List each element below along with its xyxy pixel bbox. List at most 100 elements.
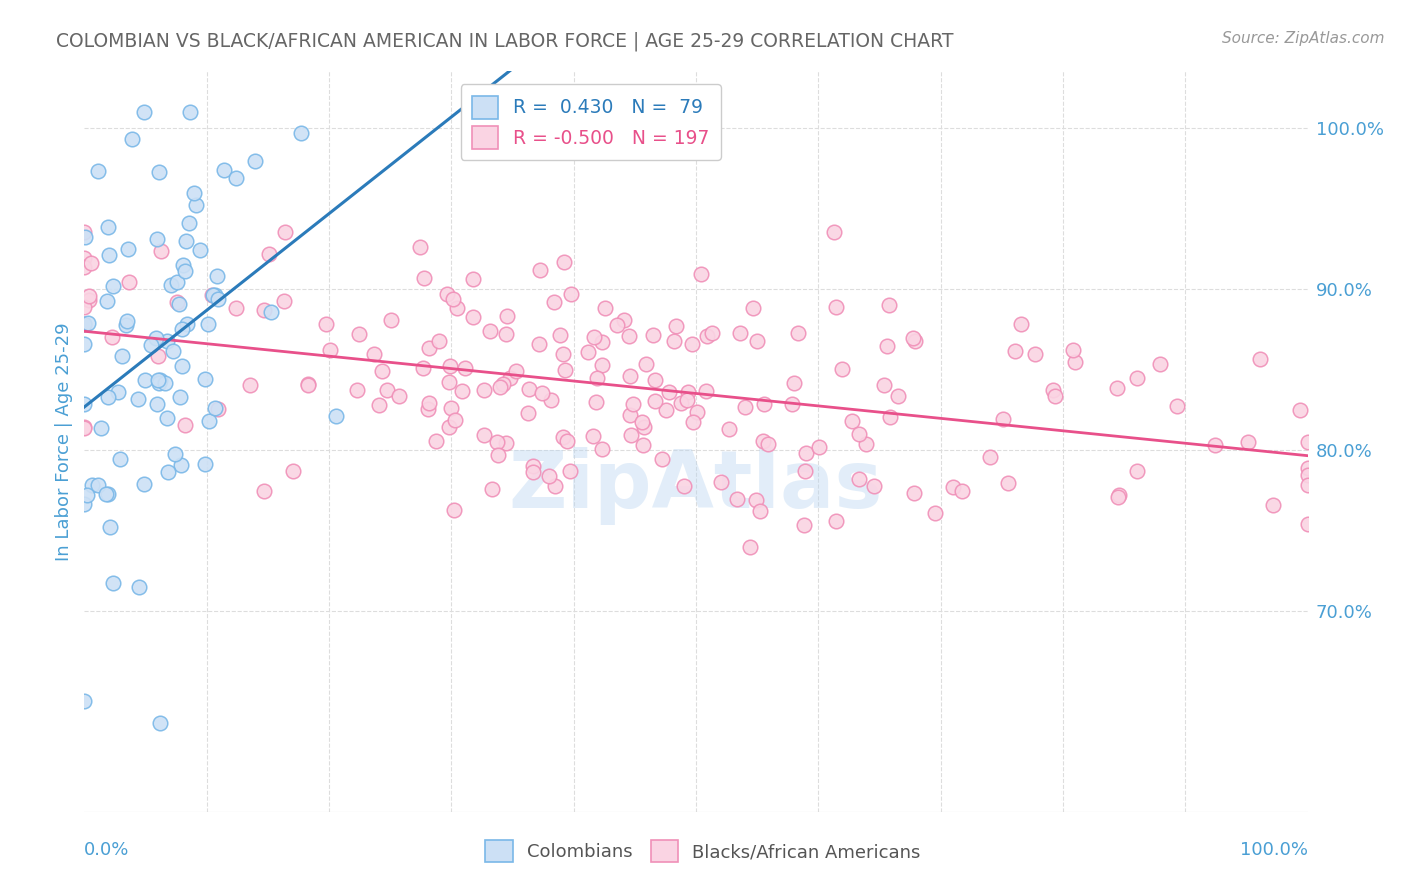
Point (527, 336, 550, 351)
Point (225, 301, 247, 315)
Point (96, 294, 118, 309)
Point (873, 378, 896, 392)
Point (257, 246, 280, 260)
Point (380, 313, 402, 327)
Point (73, 397, 96, 411)
Point (174, 234, 197, 248)
Point (1064, 354, 1087, 368)
Point (117, 243, 139, 257)
Point (621, 397, 644, 411)
Point (166, 295, 188, 310)
Point (273, 293, 295, 308)
Point (128, 580, 150, 594)
Point (446, 301, 468, 315)
Point (651, 452, 673, 467)
Point (841, 413, 863, 427)
Point (517, 383, 540, 397)
Point (281, 464, 304, 478)
Point (439, 359, 461, 373)
Point (427, 334, 450, 348)
Point (297, 378, 319, 392)
Point (174, 417, 197, 432)
Point (73, 419, 96, 434)
Point (1237, 435, 1260, 450)
Point (619, 369, 641, 384)
Point (146, 397, 169, 411)
Point (495, 436, 517, 450)
Point (315, 318, 337, 332)
Point (1296, 477, 1319, 491)
Point (617, 329, 640, 343)
Point (375, 383, 398, 397)
Point (1249, 352, 1271, 367)
Point (170, 458, 193, 472)
Point (478, 324, 501, 338)
Point (1296, 460, 1319, 475)
Point (454, 361, 477, 376)
Point (780, 397, 803, 411)
Point (368, 398, 391, 412)
Point (754, 397, 776, 411)
Point (73, 230, 96, 244)
Point (148, 373, 170, 387)
Point (146, 232, 169, 246)
Point (695, 384, 717, 399)
Point (553, 347, 575, 361)
Point (73, 318, 96, 332)
Point (437, 420, 460, 434)
Point (681, 337, 703, 351)
Point (98, 520, 121, 534)
Point (165, 447, 187, 461)
Point (225, 170, 247, 185)
Point (591, 359, 613, 373)
Point (409, 240, 432, 254)
Point (197, 414, 219, 428)
Point (73, 317, 96, 331)
Point (686, 405, 709, 419)
Point (97, 219, 120, 234)
Point (160, 277, 183, 292)
Point (1062, 343, 1084, 357)
Point (179, 104, 201, 119)
Point (1105, 381, 1128, 395)
Point (620, 428, 643, 442)
Point (90, 420, 112, 434)
Point (1042, 383, 1064, 397)
Point (485, 435, 508, 450)
Point (903, 485, 925, 500)
Point (644, 373, 666, 387)
Point (700, 326, 723, 340)
Point (560, 287, 582, 301)
Point (543, 295, 565, 310)
Point (529, 263, 551, 277)
Point (73, 694, 96, 708)
Point (904, 334, 927, 348)
Text: COLOMBIAN VS BLACK/AFRICAN AMERICAN IN LABOR FORCE | AGE 25-29 CORRELATION CHART: COLOMBIAN VS BLACK/AFRICAN AMERICAN IN L… (56, 31, 953, 51)
Point (121, 132, 143, 146)
Point (172, 322, 194, 336)
Point (207, 292, 229, 306)
Point (613, 313, 636, 327)
Point (80, 256, 103, 270)
Point (690, 267, 713, 281)
Point (73, 336, 96, 351)
Point (443, 503, 465, 517)
Point (942, 479, 965, 493)
Point (413, 271, 436, 285)
Point (787, 326, 810, 340)
Point (606, 318, 628, 333)
Point (530, 385, 553, 400)
Point (924, 506, 946, 520)
Point (388, 389, 411, 403)
Point (440, 401, 463, 415)
Point (141, 338, 163, 352)
Point (583, 329, 606, 343)
Point (825, 514, 848, 528)
Point (108, 452, 131, 467)
Point (197, 318, 219, 332)
Point (807, 440, 830, 454)
Point (717, 422, 740, 436)
Point (742, 301, 765, 315)
Point (756, 437, 779, 451)
Point (176, 318, 198, 332)
